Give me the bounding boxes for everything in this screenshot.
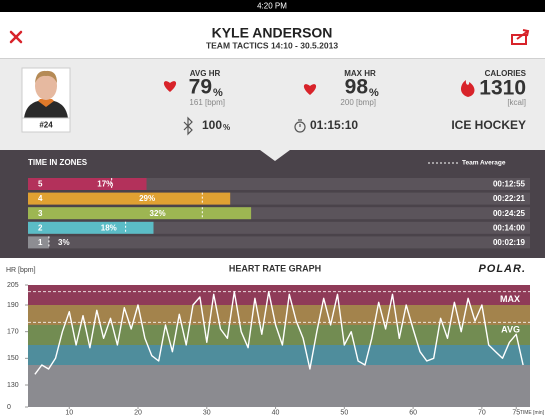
zone-time: 00:02:19 (493, 238, 526, 247)
zone-number: 4 (38, 194, 43, 203)
x-tick-label: 40 (272, 409, 280, 416)
x-tick-label: 10 (65, 409, 73, 416)
zone-percent: 18% (101, 223, 117, 232)
max-hr-value: 98 (345, 76, 369, 99)
summary-panel (0, 59, 545, 161)
zone-percent: 17% (97, 180, 113, 189)
zone-number: 1 (38, 238, 43, 247)
zone-row (28, 236, 530, 248)
x-tick-label: 30 (203, 409, 211, 416)
hr-zone-band (28, 365, 530, 407)
brand-logo: POLAR. (478, 263, 526, 275)
page: 4:20 PM KYLE ANDERSON TEAM TACTICS 14:10… (0, 0, 545, 417)
zone-number: 3 (38, 209, 43, 218)
zone-bar (28, 207, 251, 219)
y-tick-label: 205 (7, 282, 19, 289)
duration: 01:15:10 (310, 118, 358, 132)
avg-hr-detail: 161 [bpm] (189, 98, 225, 107)
zone-time: 00:12:55 (493, 180, 526, 189)
status-time: 4:20 PM (257, 2, 287, 11)
x-tick-label: 70 (478, 409, 486, 416)
y-tick-label: 130 (7, 382, 19, 389)
zone-percent: 32% (150, 209, 166, 218)
jersey-number: #24 (39, 121, 53, 130)
sport: ICE HOCKEY (451, 118, 526, 132)
reference-label: AVG (501, 325, 520, 335)
zone-bar (28, 222, 154, 234)
y-tick-label: 0 (7, 404, 11, 411)
y-tick-label: 150 (7, 355, 19, 362)
zone-bar (28, 178, 147, 190)
zone-number: 2 (38, 223, 43, 232)
screen: 4:20 PM KYLE ANDERSON TEAM TACTICS 14:10… (0, 0, 545, 417)
zone-percent: 29% (139, 194, 155, 203)
avg-hr-unit: % (213, 87, 223, 99)
zones-chart: 5 17% 00:12:55 4 29% 00:22:21 3 32% 00:24:25 2 18%… (28, 178, 530, 248)
calories-detail: [kcal] (507, 98, 526, 107)
athlete-name: KYLE ANDERSON (212, 25, 333, 41)
zone-number: 5 (38, 180, 43, 189)
max-hr-detail: 200 [bmp] (340, 98, 376, 107)
zone-time: 00:22:21 (493, 194, 526, 203)
zones-title: TIME IN ZONES (28, 158, 88, 167)
x-axis-label: TIME [min] (520, 410, 545, 416)
battery-unit: % (223, 123, 230, 132)
zone-time: 00:24:25 (493, 209, 526, 218)
x-tick-label: 60 (409, 409, 417, 416)
battery-value: 100 (202, 118, 222, 132)
legend-label: Team Average (462, 160, 506, 167)
hr-zone-band (28, 345, 530, 365)
reference-label: MAX (500, 294, 520, 304)
zone-percent: 3% (58, 238, 70, 247)
graph-title: HEART RATE GRAPH (229, 263, 321, 273)
y-axis-label: HR [bpm] (6, 267, 36, 274)
calories-value: 1310 (479, 77, 526, 100)
y-tick-label: 190 (7, 302, 19, 309)
avg-hr-value: 79 (189, 76, 212, 99)
session-subtitle: TEAM TACTICS 14:10 - 30.5.2013 (206, 40, 338, 50)
x-tick-label: 50 (340, 409, 348, 416)
y-tick-label: 170 (7, 329, 19, 336)
max-hr-unit: % (369, 87, 379, 99)
zone-time: 00:14:00 (493, 223, 526, 232)
x-tick-label: 20 (134, 409, 142, 416)
zone-bar (28, 193, 230, 205)
